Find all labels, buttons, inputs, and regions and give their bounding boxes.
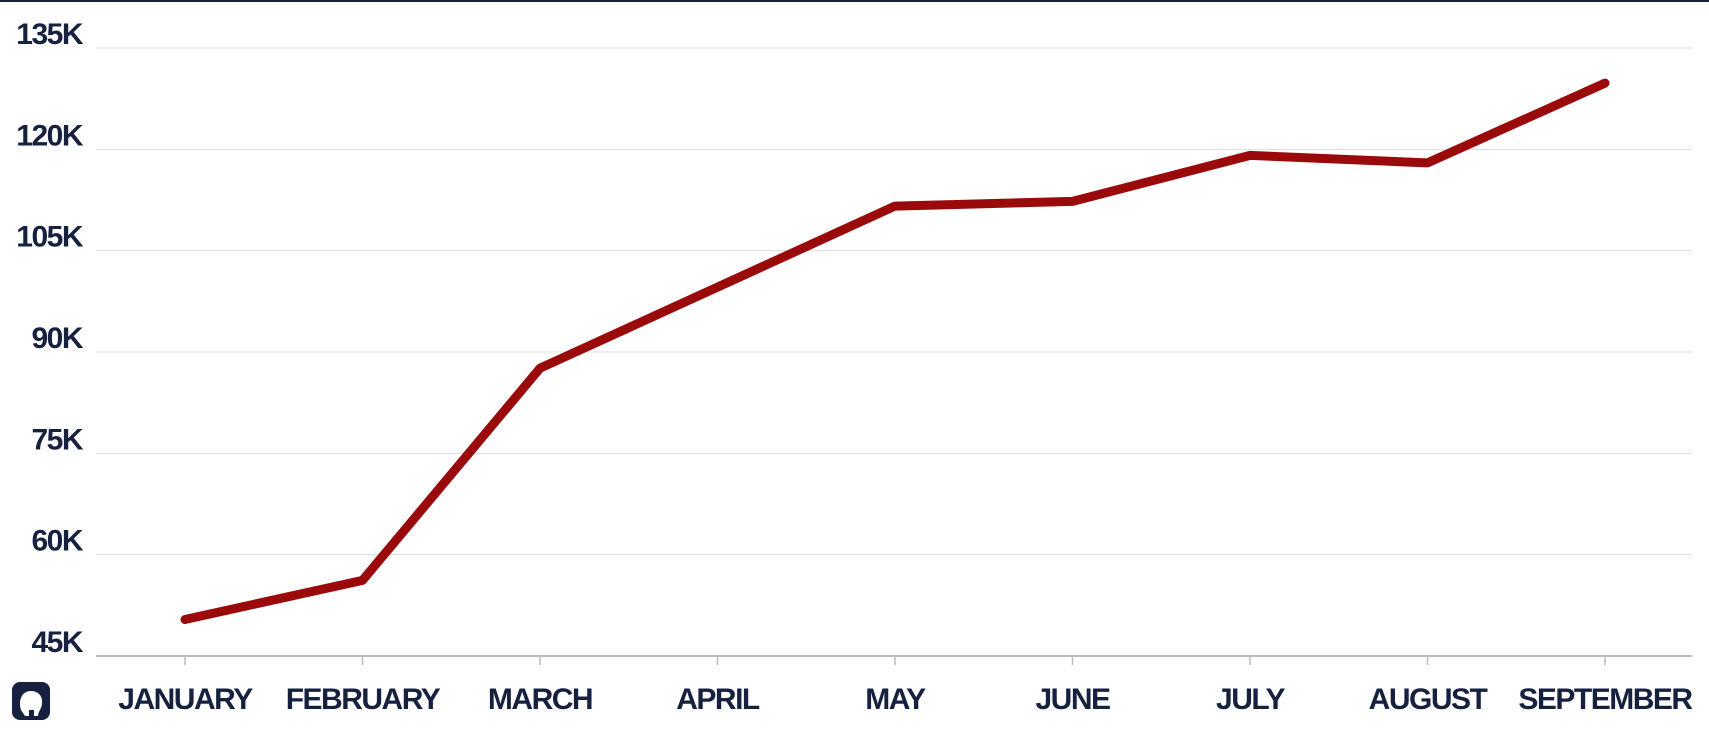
y-tick-label: 105K [16,221,84,254]
logo [12,682,50,720]
logo-elephant [20,691,43,716]
x-tick-label: JULY [1216,683,1285,716]
y-tick-label: 60K [31,525,83,558]
x-tick-label: SEPTEMBER [1518,683,1693,716]
y-tick-label: 45K [31,626,83,659]
line [180,78,1610,625]
x-tick-label: MAY [865,683,926,716]
y-tick-label: 75K [31,423,83,456]
x-tick-label: JUNE [1035,683,1110,716]
x-tick-label: JANUARY [118,683,253,716]
y-tick-label: 135K [16,18,84,51]
x-tick-label: FEBRUARY [286,683,441,716]
x-tick-label: AUGUST [1369,683,1488,716]
x-tick-label: MARCH [488,683,592,716]
y-tick-label: 90K [31,322,83,355]
y-tick-label: 120K [16,119,84,152]
x-tick-label: APRIL [676,683,760,716]
